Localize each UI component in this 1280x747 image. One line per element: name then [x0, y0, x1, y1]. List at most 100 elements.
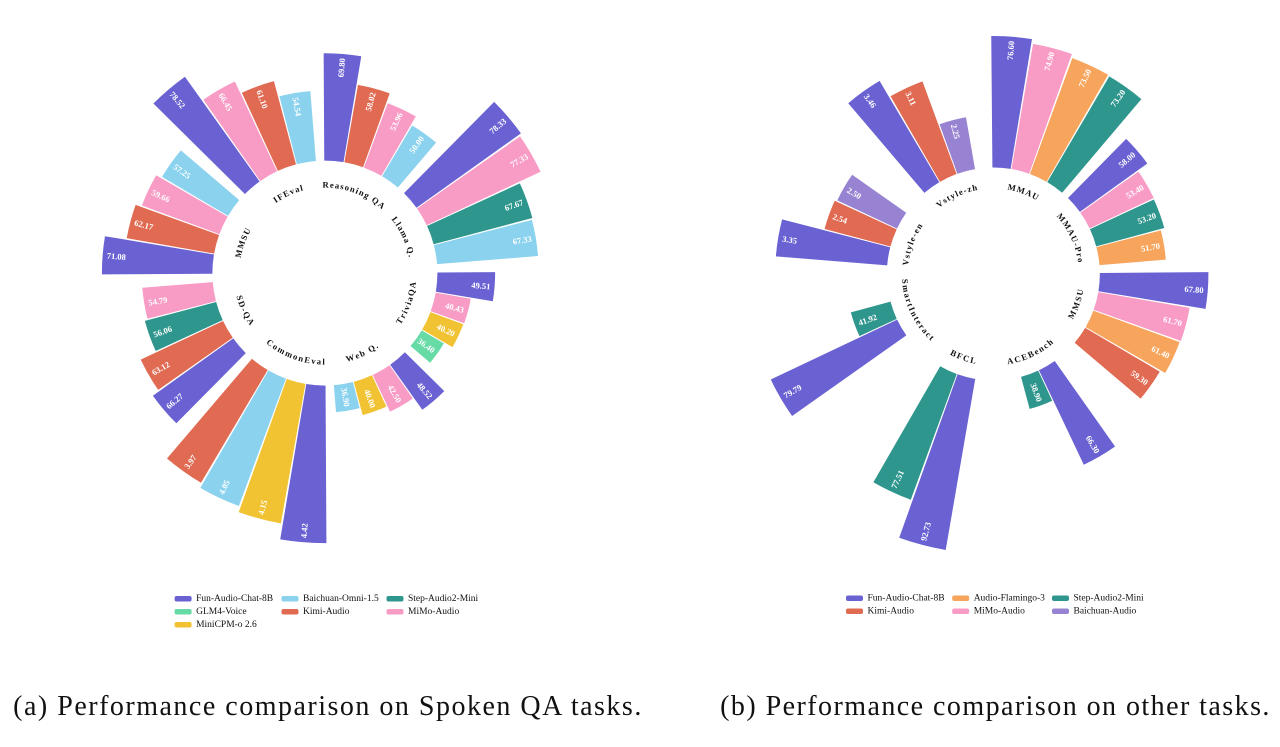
svg-text:n: n	[357, 187, 366, 198]
svg-text:F: F	[275, 191, 285, 202]
svg-text:Kimi-Audio: Kimi-Audio	[868, 606, 915, 616]
svg-text:n: n	[909, 309, 920, 318]
svg-text:B: B	[949, 347, 959, 359]
svg-text:2.54: 2.54	[831, 211, 849, 226]
svg-text:m: m	[276, 344, 288, 357]
svg-text:67.80: 67.80	[1184, 284, 1204, 295]
svg-text:n: n	[297, 353, 305, 364]
svg-text:-: -	[962, 185, 968, 195]
svg-text:E: E	[303, 354, 311, 365]
svg-text:o: o	[344, 182, 351, 193]
svg-text:l: l	[394, 220, 404, 228]
svg-text:s: s	[339, 181, 345, 192]
svg-text:y: y	[948, 190, 957, 201]
svg-text:e: e	[330, 180, 335, 190]
svg-text:M: M	[235, 239, 247, 250]
svg-text:MiMo-Audio: MiMo-Audio	[408, 607, 459, 617]
svg-text:v: v	[288, 185, 296, 196]
svg-text:a: a	[920, 326, 931, 336]
svg-text:i: i	[399, 308, 409, 315]
svg-text:g: g	[363, 190, 372, 201]
svg-text:3.35: 3.35	[782, 233, 798, 245]
svg-text:A: A	[376, 199, 388, 211]
svg-text:r: r	[904, 297, 915, 304]
svg-text:M: M	[1007, 182, 1017, 193]
svg-text:E: E	[281, 188, 291, 200]
svg-text:s: s	[901, 253, 912, 259]
svg-text:D: D	[236, 299, 248, 308]
svg-text:a: a	[902, 292, 913, 299]
svg-text:R: R	[322, 180, 329, 190]
svg-text:c: c	[1041, 340, 1050, 350]
svg-text:Audio-Flamingo-3: Audio-Flamingo-3	[974, 593, 1045, 603]
svg-text:U: U	[1069, 234, 1081, 244]
svg-text:V: V	[934, 197, 946, 209]
svg-text:Baichuan-Omni-1.5: Baichuan-Omni-1.5	[303, 594, 379, 604]
svg-text:b: b	[358, 348, 367, 359]
svg-text:V: V	[900, 258, 911, 266]
svg-text:l: l	[905, 240, 915, 246]
svg-text:76.60: 76.60	[1005, 41, 1016, 61]
svg-text:L: L	[390, 214, 402, 225]
svg-text:t: t	[905, 302, 915, 308]
svg-text:S: S	[238, 233, 249, 242]
svg-text:C: C	[265, 337, 276, 349]
svg-text:E: E	[1020, 351, 1029, 362]
svg-text:l: l	[953, 188, 960, 198]
svg-text:S: S	[900, 279, 910, 285]
svg-text:i: i	[354, 186, 360, 196]
svg-text:4.42: 4.42	[299, 523, 310, 539]
svg-text:A: A	[407, 280, 418, 288]
svg-text:I: I	[907, 305, 918, 313]
svg-text:v: v	[401, 303, 412, 312]
svg-text:54.54: 54.54	[291, 96, 304, 117]
svg-text:36.90: 36.90	[339, 387, 352, 408]
svg-text:2.25: 2.25	[949, 123, 962, 140]
svg-text:A: A	[1024, 187, 1034, 199]
svg-text:Baichuan-Audio: Baichuan-Audio	[1074, 606, 1137, 616]
svg-text:A: A	[1065, 227, 1077, 238]
svg-text:58.02: 58.02	[363, 91, 378, 112]
svg-text:t: t	[912, 314, 922, 322]
svg-text:o: o	[292, 351, 299, 362]
svg-text:Fun-Audio-Chat-8B: Fun-Audio-Chat-8B	[868, 593, 945, 603]
svg-text:n: n	[913, 221, 924, 231]
svg-text:a: a	[293, 183, 301, 194]
svg-text:GLM4-Voice: GLM4-Voice	[196, 607, 246, 617]
svg-text:i: i	[403, 300, 413, 306]
svg-text:B: B	[1026, 348, 1036, 360]
svg-text:Q: Q	[406, 288, 417, 297]
svg-text:Kimi-Audio: Kimi-Audio	[303, 607, 350, 617]
svg-text:e: e	[907, 235, 918, 243]
svg-text:a: a	[404, 295, 415, 303]
svg-text:m: m	[901, 284, 912, 294]
svg-text:51.70: 51.70	[1140, 241, 1161, 254]
svg-text:r: r	[917, 322, 927, 331]
svg-text:(a) Performance comparison on: (a) Performance comparison on Spoken QA …	[13, 691, 643, 722]
svg-text:49.51: 49.51	[471, 280, 491, 292]
svg-text:MiniCPM-o 2.6: MiniCPM-o 2.6	[196, 620, 257, 630]
svg-text:-: -	[1071, 241, 1081, 247]
svg-text:e: e	[957, 186, 964, 197]
svg-text:h: h	[1045, 337, 1055, 348]
svg-text:40.43: 40.43	[444, 300, 465, 315]
svg-text:Fun-Audio-Chat-8B: Fun-Audio-Chat-8B	[196, 594, 273, 604]
svg-text:71.08: 71.08	[106, 251, 126, 263]
svg-text:e: e	[911, 227, 922, 235]
svg-text:o: o	[271, 341, 280, 352]
svg-text:a: a	[334, 180, 340, 191]
svg-text:F: F	[955, 350, 964, 361]
svg-text:S: S	[234, 294, 245, 302]
svg-text:e: e	[914, 318, 925, 327]
svg-text:U: U	[1030, 190, 1040, 202]
svg-text:l: l	[322, 357, 325, 367]
svg-text:Q: Q	[370, 194, 381, 206]
svg-text:P: P	[1073, 245, 1084, 253]
svg-text:n: n	[349, 184, 357, 195]
svg-text:I: I	[271, 194, 280, 205]
svg-text:U: U	[1074, 288, 1085, 296]
svg-text:m: m	[398, 229, 411, 241]
svg-text:a: a	[402, 237, 413, 245]
svg-text:t: t	[927, 333, 936, 342]
svg-text:-: -	[239, 306, 249, 313]
